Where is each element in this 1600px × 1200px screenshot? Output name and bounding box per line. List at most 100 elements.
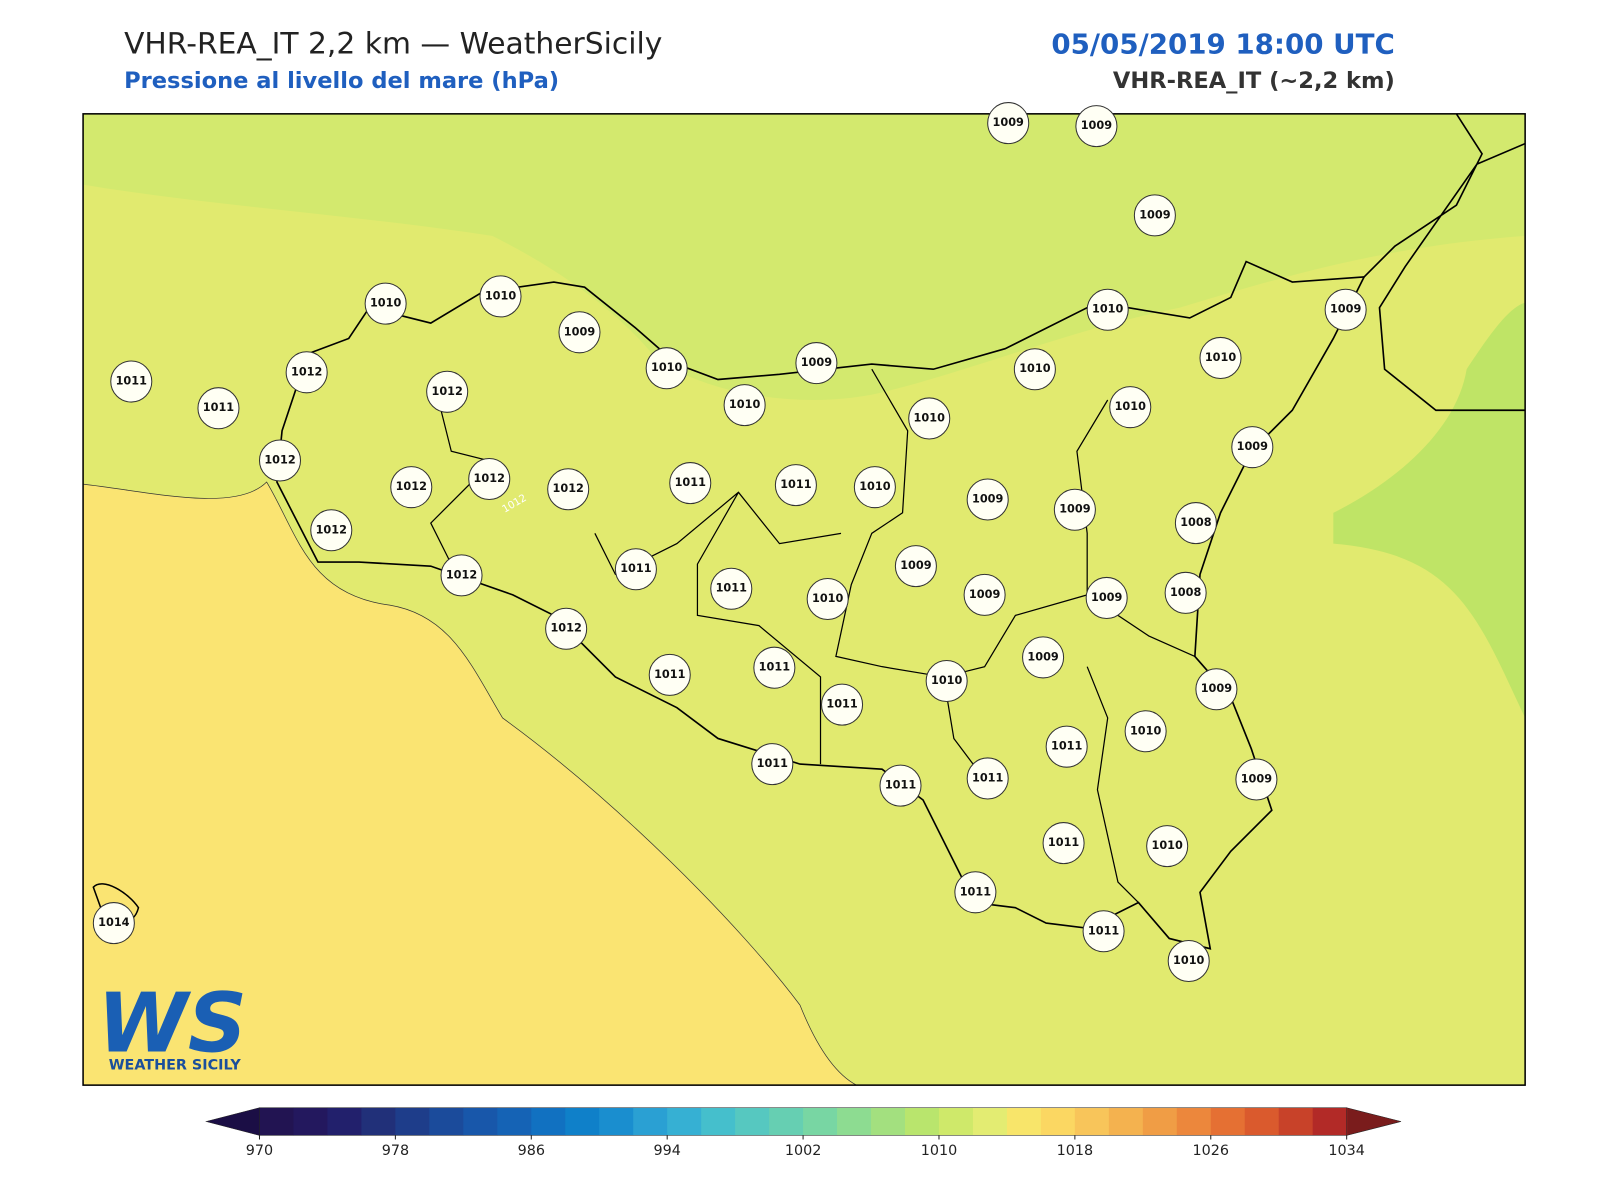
map: 1012 <box>83 113 1526 1086</box>
station: 1008 <box>1174 502 1217 545</box>
subtitle: Pressione al livello del mare (hPa) <box>124 68 559 94</box>
coastline <box>1363 113 1526 412</box>
station-marker <box>795 342 838 385</box>
station-value: 1014 <box>98 916 130 929</box>
station: 1011 <box>751 743 794 786</box>
station: 1011 <box>753 646 796 689</box>
station-value: 1008 <box>1170 586 1202 599</box>
station-value: 1010 <box>1115 400 1147 413</box>
station-value: 1009 <box>1027 650 1059 663</box>
station-value: 1012 <box>264 454 295 467</box>
station: 1008 <box>1164 571 1207 614</box>
station: 1012 <box>545 607 588 650</box>
station-marker <box>1235 758 1278 801</box>
datetime: 05/05/2019 18:00 UTC <box>1051 27 1394 60</box>
station: 1014 <box>92 902 135 945</box>
station-value: 1011 <box>757 757 789 770</box>
station-value: 1010 <box>1130 724 1162 737</box>
station-value: 1009 <box>972 492 1004 505</box>
colorbar-bin <box>497 1107 532 1136</box>
station-value: 1010 <box>485 289 517 302</box>
station-marker <box>545 607 588 650</box>
station-marker <box>1053 488 1096 531</box>
colorbar-bin <box>667 1107 702 1136</box>
station: 1009 <box>558 311 601 354</box>
station: 1012 <box>468 457 511 500</box>
station: 1010 <box>1199 336 1242 379</box>
station: 1011 <box>669 462 712 505</box>
station-marker <box>258 439 302 482</box>
station-value: 1011 <box>826 698 858 711</box>
station: 1009 <box>1133 194 1176 237</box>
station: 1009 <box>1075 105 1118 148</box>
station-value: 1009 <box>1091 591 1123 604</box>
station-value: 1011 <box>675 476 707 489</box>
station: 1009 <box>1053 488 1096 531</box>
station-marker <box>1167 940 1210 983</box>
station-marker <box>547 468 590 511</box>
station-marker <box>1164 571 1207 614</box>
station-marker <box>1022 636 1065 679</box>
station: 1011 <box>1042 822 1085 865</box>
station-value: 1009 <box>969 588 1001 601</box>
colorbar-bin <box>1040 1107 1076 1136</box>
station-value: 1009 <box>1201 682 1233 695</box>
station-value: 1010 <box>812 592 844 605</box>
station-marker <box>966 757 1009 800</box>
colorbar-bin <box>599 1107 634 1136</box>
station: 1009 <box>894 545 937 588</box>
station: 1011 <box>614 548 657 591</box>
pressure-area <box>1333 302 1526 718</box>
station-marker <box>285 351 328 394</box>
station-marker <box>197 387 240 430</box>
station-marker <box>963 573 1006 616</box>
station-value: 1010 <box>914 411 946 424</box>
colorbar-bin <box>1312 1107 1348 1136</box>
station-marker <box>1075 105 1118 148</box>
station: 1009 <box>987 102 1030 145</box>
colorbar-bin <box>1006 1107 1042 1136</box>
station: 1010 <box>723 384 766 427</box>
station-value: 1009 <box>801 356 833 369</box>
colorbar-bin <box>293 1107 328 1136</box>
station: 1009 <box>1022 636 1065 679</box>
station: 1009 <box>1085 576 1128 619</box>
station-value: 1009 <box>1139 208 1171 221</box>
station: 1010 <box>364 282 407 325</box>
station: 1010 <box>1124 710 1167 753</box>
station-marker <box>1013 348 1056 391</box>
station-marker <box>894 545 937 588</box>
station-marker <box>821 683 864 726</box>
station-value: 1011 <box>1051 740 1083 753</box>
station-value: 1010 <box>729 398 761 411</box>
station: 1012 <box>426 370 469 413</box>
map-frame <box>82 113 1526 1086</box>
station-marker <box>645 347 688 390</box>
station-value: 1012 <box>396 480 427 493</box>
station: 1010 <box>853 466 896 509</box>
colorbar-bin <box>938 1107 974 1136</box>
station-value: 1012 <box>474 472 505 485</box>
station-marker <box>1109 386 1152 429</box>
station-value: 1009 <box>1059 503 1091 516</box>
station-marker <box>92 902 135 945</box>
colorbar-tick-label: 1010 <box>921 1143 958 1159</box>
station: 1009 <box>966 478 1009 521</box>
station: 1010 <box>1013 348 1056 391</box>
station: 1012 <box>285 351 328 394</box>
colorbar-bin <box>395 1107 430 1136</box>
station-value: 1010 <box>931 674 963 687</box>
colorbar-tick-label: 986 <box>518 1143 545 1159</box>
colorbar-bin <box>871 1107 906 1136</box>
station: 1010 <box>908 397 951 440</box>
colorbar-bin <box>463 1107 498 1136</box>
logo: WS WEATHER SICILY <box>97 976 247 1073</box>
station-marker <box>669 462 712 505</box>
station: 1010 <box>806 577 849 620</box>
colorbar-bin <box>905 1107 940 1136</box>
station-value: 1008 <box>1180 516 1212 529</box>
station-value: 1011 <box>972 771 1004 784</box>
colorbar-over <box>1346 1107 1402 1136</box>
station: 1010 <box>1167 940 1210 983</box>
